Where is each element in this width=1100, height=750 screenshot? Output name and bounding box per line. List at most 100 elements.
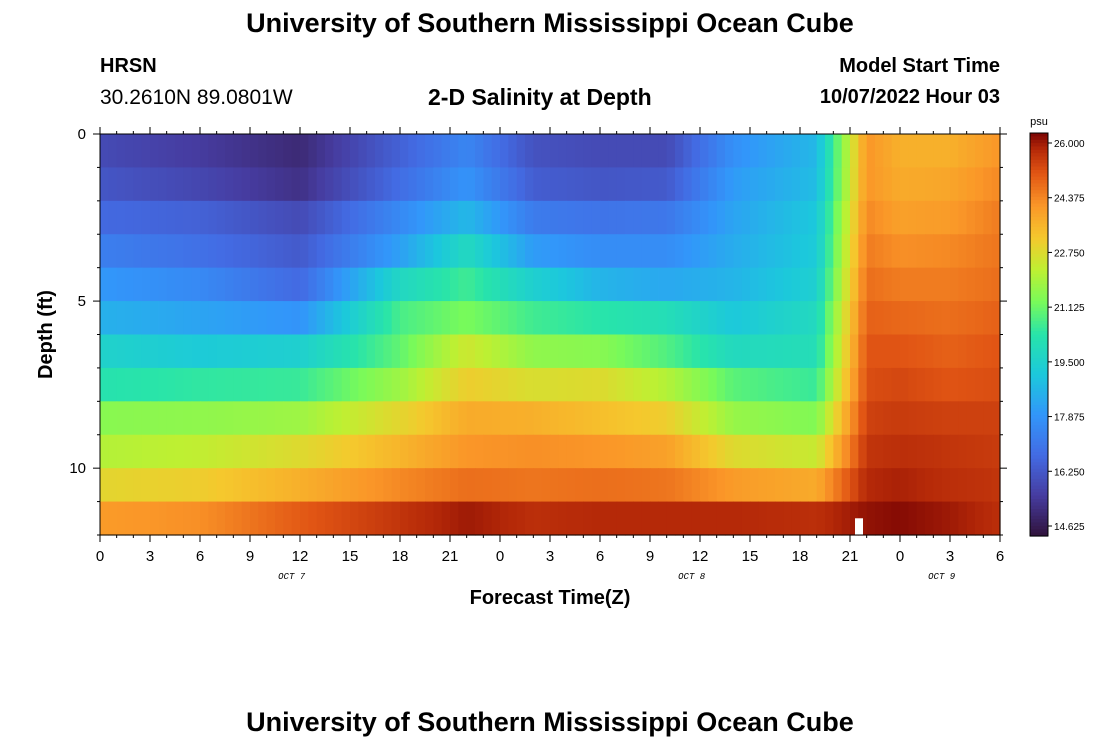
heatmap-cell: [591, 301, 601, 336]
heatmap-cell: [658, 468, 668, 503]
heatmap-cell: [316, 167, 326, 202]
heatmap-cell: [133, 134, 143, 169]
heatmap-cell: [691, 501, 701, 536]
heatmap-cell: [366, 401, 376, 436]
heatmap-cell: [200, 301, 209, 336]
heatmap-cell: [750, 401, 759, 436]
heatmap-cell: [250, 334, 259, 369]
heatmap-cell: [350, 501, 359, 536]
heatmap-cell: [158, 234, 168, 269]
heatmap-cell: [641, 234, 651, 269]
heatmap-cell: [216, 234, 226, 269]
heatmap-cell: [466, 301, 476, 336]
heatmap-cell: [700, 234, 709, 269]
heatmap-cell: [700, 367, 709, 402]
heatmap-cell: [383, 234, 393, 269]
heatmap-cell: [991, 401, 1001, 436]
heatmap-cell: [400, 234, 409, 269]
heatmap-cell: [208, 401, 218, 436]
heatmap-cell: [116, 301, 126, 336]
heatmap-cell: [625, 200, 634, 235]
heatmap-cell: [641, 301, 651, 336]
heatmap-cell: [125, 367, 134, 402]
heatmap-cell: [675, 468, 684, 503]
heatmap-cell: [975, 234, 984, 269]
heatmap-cell: [325, 200, 334, 235]
heatmap-cell: [725, 200, 734, 235]
heatmap-cell: [266, 367, 276, 402]
heatmap-cell: [366, 134, 376, 169]
heatmap-cell: [983, 434, 993, 469]
heatmap-cell: [691, 234, 701, 269]
heatmap-cell: [441, 234, 451, 269]
heatmap-cell: [575, 367, 584, 402]
heatmap-cell: [816, 334, 826, 369]
heatmap-cell: [183, 501, 193, 536]
heatmap-cell: [425, 468, 434, 503]
heatmap-cell: [125, 334, 134, 369]
heatmap-cell: [291, 334, 301, 369]
heatmap-cell: [258, 167, 268, 202]
heatmap-cell: [141, 401, 151, 436]
colorbar-segment: [1030, 280, 1048, 285]
heatmap-cell: [425, 267, 434, 302]
heatmap-cell: [758, 501, 768, 536]
heatmap-cell: [333, 200, 343, 235]
heatmap-cell: [550, 301, 559, 336]
heatmap-cell: [591, 468, 601, 503]
heatmap-cell: [433, 167, 443, 202]
heatmap-cell: [133, 401, 143, 436]
heatmap-cell: [966, 434, 976, 469]
heatmap-cell: [158, 434, 168, 469]
heatmap-cell: [550, 434, 559, 469]
heatmap-cell: [216, 367, 226, 402]
heatmap-cell: [166, 468, 176, 503]
heatmap-cell: [616, 200, 626, 235]
heatmap-cell: [991, 267, 1001, 302]
heatmap-cell: [175, 401, 184, 436]
heatmap-cell: [625, 468, 634, 503]
heatmap-cell: [508, 434, 518, 469]
heatmap-cell: [350, 200, 359, 235]
heatmap-cell: [550, 401, 559, 436]
heatmap-cell: [833, 468, 843, 503]
heatmap-cell: [958, 367, 968, 402]
colorbar-segment: [1030, 186, 1048, 191]
heatmap-cell: [425, 200, 434, 235]
heatmap-cell: [583, 200, 593, 235]
colorbar-segment: [1030, 394, 1048, 399]
heatmap-cell: [983, 167, 993, 202]
heatmap-cell: [566, 301, 576, 336]
heatmap-cell: [783, 301, 793, 336]
heatmap-cell: [716, 367, 726, 402]
heatmap-cell: [283, 468, 293, 503]
heatmap-cell: [566, 501, 576, 536]
heatmap-cell: [600, 200, 609, 235]
heatmap-cell: [225, 200, 234, 235]
colorbar-segment: [1030, 485, 1048, 490]
heatmap-cell: [741, 468, 751, 503]
heatmap-cell: [791, 401, 801, 436]
colorbar-segment: [1030, 300, 1048, 305]
heatmap-cell: [433, 367, 443, 402]
heatmap-cell: [166, 134, 176, 169]
heatmap-cell: [583, 234, 593, 269]
heatmap-cell: [341, 434, 351, 469]
heatmap-cell: [233, 334, 243, 369]
heatmap-cell: [691, 267, 701, 302]
date-label: OCT 9: [928, 572, 956, 582]
heatmap-cell: [766, 434, 776, 469]
heatmap-cell: [741, 234, 751, 269]
heatmap-cell: [766, 134, 776, 169]
heatmap-cell: [716, 167, 726, 202]
heatmap-cell: [858, 167, 868, 202]
x-tick-label: 6: [196, 548, 204, 565]
heatmap-cell: [191, 200, 201, 235]
heatmap-cell: [616, 334, 626, 369]
heatmap-cell: [708, 434, 718, 469]
heatmap-cell: [500, 167, 509, 202]
heatmap-cell: [350, 167, 359, 202]
heatmap-cell: [875, 401, 884, 436]
heatmap-cell: [425, 167, 434, 202]
heatmap-cell: [758, 167, 768, 202]
